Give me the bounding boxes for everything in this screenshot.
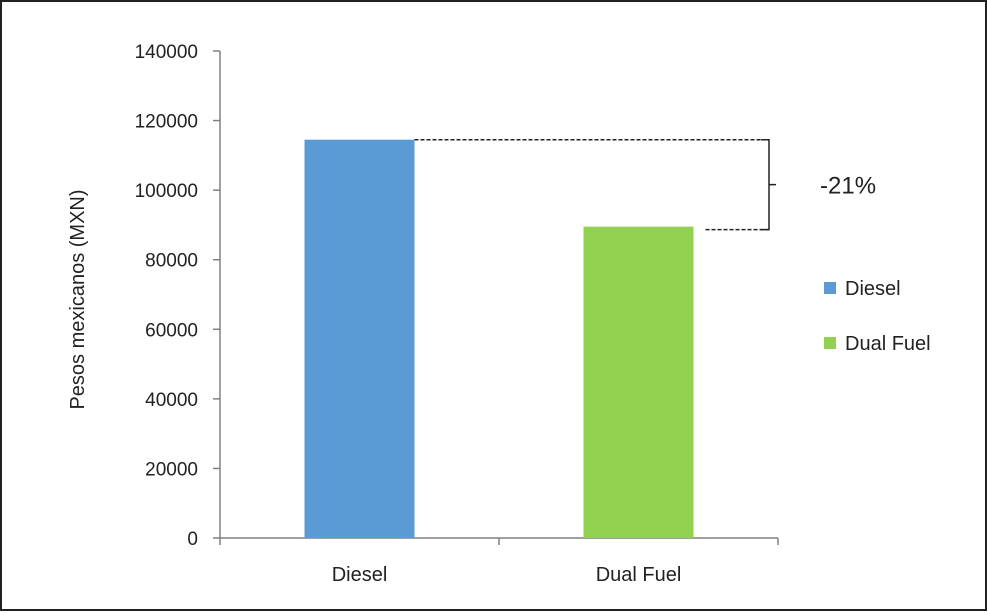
y-axis-title: Pesos mexicanos (MXN) <box>67 189 89 409</box>
legend: Diesel Dual Fuel <box>824 278 931 355</box>
y-tick-label: 100000 <box>135 181 198 202</box>
y-tick-label: 40000 <box>145 390 198 411</box>
y-tick-label: 80000 <box>145 251 198 272</box>
x-tick-label: Diesel <box>332 564 388 586</box>
difference-label: -21% <box>820 173 876 200</box>
y-axis: 0 20000 40000 60000 80000 100000 120000 140000 <box>135 42 221 550</box>
bar-diesel <box>304 139 415 539</box>
legend-swatch <box>824 337 836 349</box>
y-tick-label: 0 <box>187 529 198 550</box>
y-tick-label: 120000 <box>135 112 198 133</box>
legend-label: Diesel <box>845 278 901 300</box>
bracket <box>761 138 776 231</box>
y-tick-label: 20000 <box>145 459 198 480</box>
bars <box>304 139 694 539</box>
y-tick-label: 140000 <box>135 42 198 63</box>
legend-swatch <box>824 282 836 294</box>
bar-dual-fuel <box>583 226 694 539</box>
x-axis: Diesel Dual Fuel <box>219 537 779 586</box>
legend-label: Dual Fuel <box>845 333 931 355</box>
difference-annotation: -21% <box>414 138 876 231</box>
y-tick-label: 60000 <box>145 320 198 341</box>
x-tick-label: Dual Fuel <box>596 564 682 586</box>
